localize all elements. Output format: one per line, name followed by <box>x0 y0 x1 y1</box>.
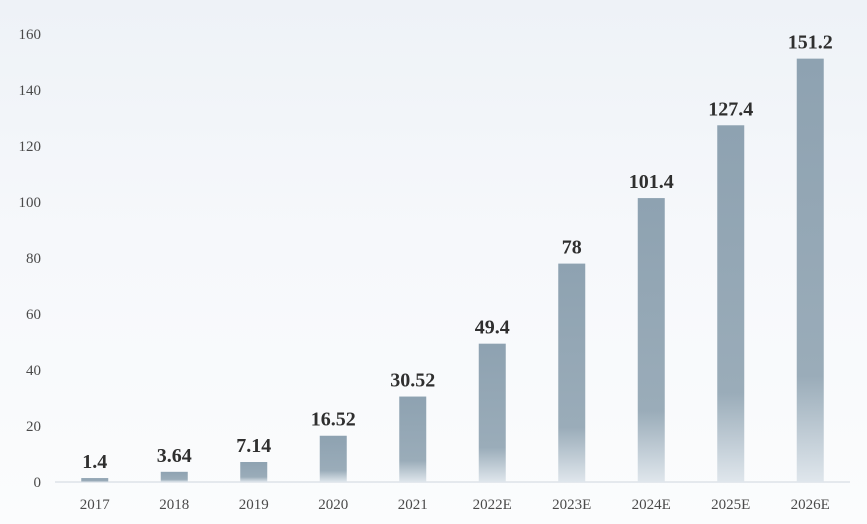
data-label-2018: 3.64 <box>157 445 192 467</box>
data-label-2017: 1.4 <box>82 451 107 473</box>
bar-2026E <box>796 58 824 482</box>
bar-2018 <box>160 471 188 482</box>
data-label-2022E: 49.4 <box>475 317 510 339</box>
x-tick-label-2019: 2019 <box>239 497 269 513</box>
y-tick-label: 40 <box>26 363 41 379</box>
data-labels: 1.4 3.64 7.14 16.52 30.52 49.4 78 101.4 127.4 151… <box>82 32 833 473</box>
bar-2021 <box>399 396 427 482</box>
y-tick-label: 120 <box>19 139 42 155</box>
x-tick-label-2026E: 2026E <box>791 497 830 513</box>
x-axis-ticks: 2017 2018 2019 2020 2021 2022E 2023E 2024E 2025E… <box>80 497 830 513</box>
bar-2019 <box>240 462 268 482</box>
y-tick-label: 60 <box>26 307 41 323</box>
data-label-2019: 7.14 <box>236 435 271 457</box>
y-tick-label: 160 <box>19 27 42 43</box>
bar-2024E <box>637 198 665 482</box>
bar-series <box>81 58 824 482</box>
bar-2023E <box>558 263 586 482</box>
data-label-2021: 30.52 <box>390 370 435 392</box>
y-tick-label: 140 <box>19 83 42 99</box>
bar-2022E <box>478 343 506 482</box>
y-tick-label: 80 <box>26 251 41 267</box>
x-tick-label-2022E: 2022E <box>473 497 512 513</box>
x-tick-label-2025E: 2025E <box>711 497 750 513</box>
y-tick-label: 20 <box>26 419 41 435</box>
data-label-2024E: 101.4 <box>629 171 674 193</box>
data-label-2026E: 151.2 <box>788 32 833 54</box>
data-label-2020: 16.52 <box>311 409 356 431</box>
x-tick-label-2020: 2020 <box>318 497 348 513</box>
y-tick-label: 0 <box>34 475 42 491</box>
bar-2017 <box>81 478 109 482</box>
x-tick-label-2023E: 2023E <box>552 497 591 513</box>
x-tick-label-2021: 2021 <box>398 497 428 513</box>
y-axis-ticks: 0 20 40 60 80 100 120 140 160 <box>19 27 42 491</box>
data-label-2023E: 78 <box>562 237 582 259</box>
x-tick-label-2018: 2018 <box>159 497 189 513</box>
x-tick-label-2024E: 2024E <box>632 497 671 513</box>
y-tick-label: 100 <box>19 195 42 211</box>
x-tick-label-2017: 2017 <box>80 497 111 513</box>
bar-2020 <box>319 435 347 482</box>
data-label-2025E: 127.4 <box>708 98 753 120</box>
bar-2025E <box>717 125 745 482</box>
